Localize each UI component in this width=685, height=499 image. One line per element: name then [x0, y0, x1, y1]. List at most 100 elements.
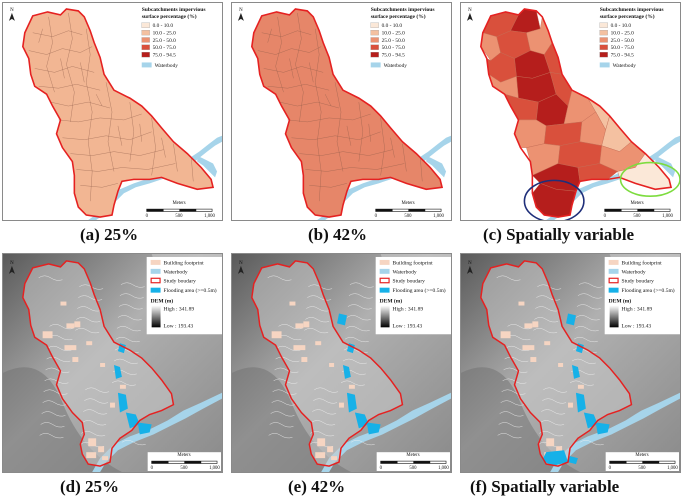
street: [501, 389, 526, 395]
street: [500, 400, 525, 406]
legend-label: Building footprint: [164, 259, 205, 266]
street: [114, 347, 139, 353]
street: [347, 304, 372, 310]
street: [539, 431, 564, 437]
north-label: N: [468, 261, 472, 266]
street: [342, 358, 367, 364]
street: [540, 420, 565, 426]
legend-swatch: [599, 37, 608, 43]
subcatchment-line: [315, 28, 322, 202]
street: [307, 295, 332, 301]
map-panel-e: N Meters 0 500 1,000 Building footprint Waterb…: [231, 253, 452, 473]
street: [533, 328, 558, 334]
caption-d: (d) 25%: [60, 477, 120, 496]
subcatchment-line: [58, 113, 142, 123]
north-arrow-icon: [466, 12, 473, 21]
dem-shade: [3, 367, 122, 472]
street: [49, 324, 74, 330]
scale-tick-label: 0: [375, 214, 378, 219]
legend-swatch: [370, 22, 379, 28]
dem-map-svg: N Meters 0 500 1,000 Building footprint Waterb…: [461, 254, 680, 472]
subcatchment-line: [390, 137, 395, 158]
legend-label: High : 341.89: [622, 306, 653, 312]
study-boundary: [480, 8, 673, 218]
street: [496, 275, 521, 281]
building: [532, 321, 539, 328]
legend-label: Low : 193.43: [622, 323, 652, 329]
flood-patch: [117, 392, 128, 413]
north-arrow-icon: [237, 265, 244, 274]
street: [113, 358, 138, 364]
building: [568, 402, 573, 408]
legend-swatch: [141, 51, 150, 58]
scale-segment: [408, 209, 426, 212]
subcatchment-line: [86, 28, 93, 202]
study-boundary: [480, 260, 633, 467]
subcatchment-line: [76, 163, 176, 172]
street: [498, 422, 523, 428]
legend-label: 75.0 - 94.5: [611, 53, 634, 59]
street: [574, 326, 599, 332]
scale-title: Meters: [177, 453, 190, 458]
subcatchment-line: [173, 143, 178, 172]
building: [315, 341, 322, 346]
legend-label: Building footprint: [393, 259, 434, 266]
scale-tick-label: 1,000: [433, 214, 444, 219]
flood-patch: [113, 364, 122, 379]
legend-label: 25.0 - 50.0: [153, 38, 176, 44]
building: [74, 321, 81, 328]
street: [272, 389, 297, 395]
street: [344, 336, 369, 343]
study-boundary: [251, 260, 404, 467]
legend-swatch: [379, 277, 390, 284]
street: [503, 367, 528, 373]
caption-c: (c) Spatially variable: [483, 225, 635, 244]
street: [497, 433, 522, 439]
legend-swatch: [141, 44, 150, 50]
legend-label: Study boudary: [164, 279, 197, 285]
legend-swatch: [150, 259, 161, 265]
street: [38, 275, 63, 281]
subcatchment-line: [309, 62, 314, 83]
subcatchment: [544, 121, 583, 146]
building: [64, 345, 77, 351]
catchment-fill: [22, 8, 214, 218]
subcatchment-line: [420, 157, 423, 182]
street: [115, 336, 140, 343]
subcatchment-lines: [28, 12, 194, 202]
subcatchment-line: [151, 117, 156, 176]
street: [76, 317, 101, 323]
building: [329, 363, 335, 367]
street: [534, 317, 559, 323]
street: [579, 440, 604, 446]
street: [75, 328, 100, 334]
building: [102, 456, 109, 461]
scale-segment: [380, 461, 398, 464]
street: [306, 306, 331, 312]
street: [118, 304, 143, 310]
scale-tick-label: 0: [604, 214, 607, 219]
street: [85, 387, 110, 393]
river-branch: [426, 155, 447, 178]
legend-label: Waterbody: [613, 63, 637, 69]
north-arrow-icon: [466, 265, 473, 274]
north-label: N: [468, 8, 472, 13]
legend-label: High : 341.89: [164, 306, 195, 312]
street: [505, 345, 530, 352]
scale-tick-label: 500: [633, 214, 641, 219]
river-branch: [655, 155, 676, 178]
building: [60, 301, 67, 306]
legend-label: Waterbody: [164, 269, 188, 275]
building: [577, 384, 584, 389]
legend-label: High : 341.89: [393, 306, 424, 312]
subcatchment-line: [368, 123, 371, 142]
street: [269, 422, 294, 428]
scale-tick-label: 0: [146, 214, 149, 219]
legend-swatch: [599, 30, 608, 36]
legend-label: 10.0 - 25.0: [153, 31, 176, 37]
street: [268, 433, 293, 439]
legend-title: Subcatchments impervious: [371, 7, 436, 13]
subcatchment-line: [346, 125, 352, 146]
street: [39, 433, 64, 439]
legend-title: Subcatchments impervious: [142, 7, 207, 13]
